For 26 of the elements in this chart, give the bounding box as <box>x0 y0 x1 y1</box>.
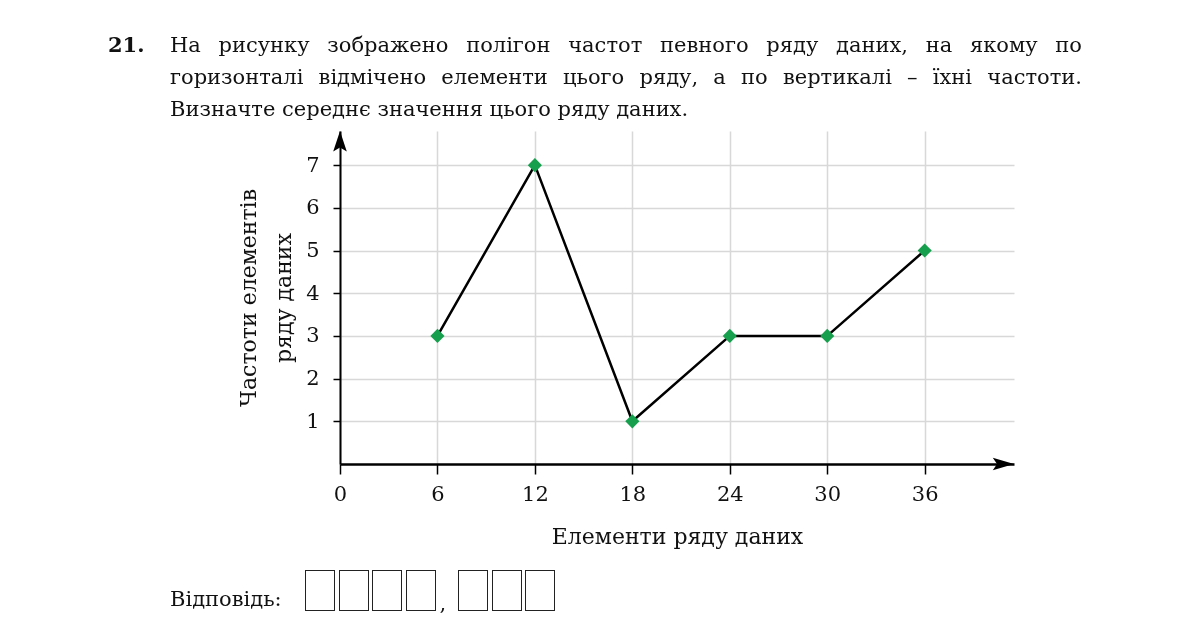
y-tick-label: 3 <box>306 323 320 348</box>
point <box>625 414 640 429</box>
x-tick-label: 24 <box>716 481 744 506</box>
point <box>430 328 445 343</box>
x-tick-label: 12 <box>522 481 549 506</box>
point <box>722 328 737 343</box>
text: 21. <box>108 31 145 59</box>
x-tick-label: 18 <box>619 481 647 506</box>
x-axis-title: Елементи ряду даних <box>551 523 804 549</box>
y-tick-label: 5 <box>306 238 320 263</box>
point <box>820 328 835 343</box>
point <box>527 158 542 173</box>
y-axis-title: Частоти елементів ряду даних <box>236 188 297 408</box>
x-tick-label: 6 <box>431 481 445 506</box>
y-tick-label: 7 <box>306 152 320 177</box>
point <box>917 243 932 258</box>
x-tick-label: 36 <box>911 481 939 506</box>
y-tick-label: 4 <box>306 280 320 305</box>
y-tick-label: 1 <box>306 408 320 433</box>
x-tick-label: 0 <box>333 481 348 506</box>
y-tick-label: 2 <box>306 366 320 391</box>
text: Відповідь: <box>170 586 282 612</box>
y-tick-label: 6 <box>306 195 320 220</box>
text: , <box>439 590 447 616</box>
chart-title: На рисунку зображено полігон частот певного ряду даних, на якому по горизонталі відмічено елементи цього ряду, а по вертикалі – їхні частоти. Визначте середнє значення цього ряду даних. <box>170 32 1082 123</box>
x-tick-label: 30 <box>814 481 842 506</box>
